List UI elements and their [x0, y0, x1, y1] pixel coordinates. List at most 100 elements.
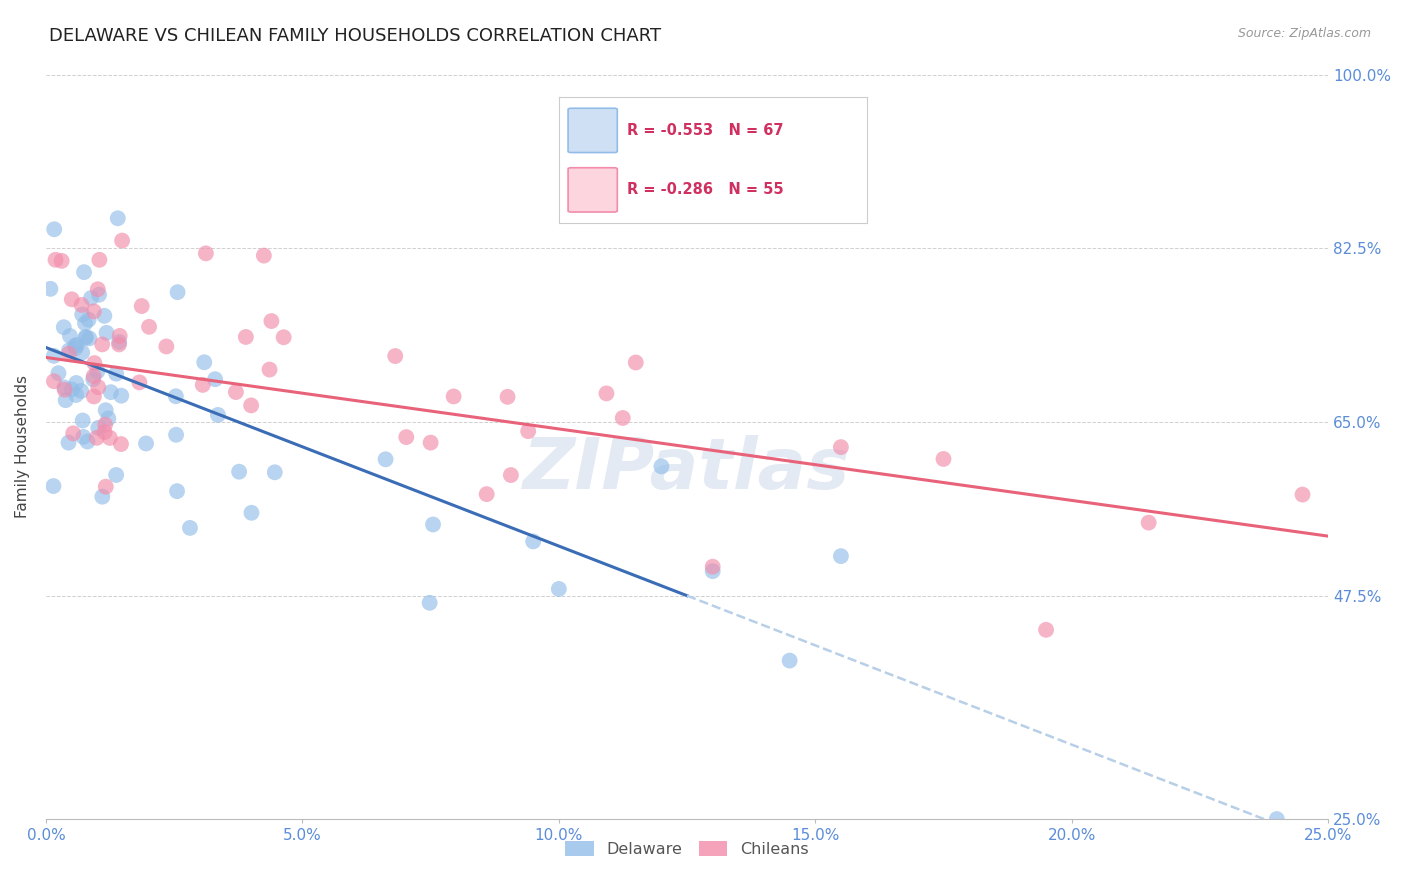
Point	[624, 355, 647, 369]
Point	[97, 411, 120, 425]
Point	[83, 369, 105, 384]
Point	[65, 341, 87, 355]
Point	[395, 430, 418, 444]
Point	[94, 480, 117, 494]
Y-axis label: Family Households: Family Households	[15, 376, 30, 518]
Point	[165, 427, 187, 442]
Point	[830, 440, 852, 454]
Point	[422, 517, 444, 532]
Point	[93, 425, 115, 439]
Point	[702, 559, 724, 574]
Point	[52, 320, 75, 334]
Point	[111, 234, 134, 248]
Point	[89, 252, 111, 267]
Point	[131, 299, 153, 313]
Point	[235, 330, 257, 344]
Point	[73, 265, 96, 279]
Point	[166, 484, 188, 499]
Point	[51, 253, 73, 268]
Point	[193, 355, 215, 369]
Point	[63, 339, 86, 353]
Point	[110, 437, 132, 451]
Text: DELAWARE VS CHILEAN FAMILY HOUSEHOLDS CORRELATION CHART: DELAWARE VS CHILEAN FAMILY HOUSEHOLDS CO…	[49, 27, 661, 45]
Point	[75, 331, 97, 345]
Point	[58, 343, 80, 358]
Point	[44, 252, 66, 267]
Text: ZIPatlas: ZIPatlas	[523, 434, 851, 504]
Point	[58, 347, 80, 361]
Point	[419, 435, 441, 450]
Point	[547, 582, 569, 596]
Point	[595, 386, 617, 401]
Point	[91, 490, 114, 504]
Point	[135, 436, 157, 450]
Point	[82, 372, 104, 386]
Point	[48, 366, 70, 380]
Point	[225, 385, 247, 400]
Point	[108, 337, 131, 351]
Point	[443, 389, 465, 403]
Point	[59, 329, 82, 343]
Point	[87, 287, 110, 301]
Point	[259, 362, 281, 376]
Point	[932, 452, 955, 467]
Point	[42, 349, 65, 363]
Point	[517, 424, 540, 438]
Point	[42, 479, 65, 493]
Point	[107, 211, 129, 226]
Point	[70, 308, 93, 322]
Point	[138, 319, 160, 334]
Point	[86, 431, 108, 445]
Point	[105, 367, 128, 381]
Point	[91, 337, 114, 351]
Point	[87, 421, 110, 435]
Point	[1137, 516, 1160, 530]
Point	[70, 384, 93, 398]
Point	[1291, 487, 1313, 501]
Point	[650, 459, 672, 474]
Point	[42, 374, 65, 388]
Point	[522, 534, 544, 549]
Point	[374, 452, 396, 467]
Point	[165, 389, 187, 403]
Point	[86, 364, 108, 378]
Point	[612, 411, 634, 425]
Point	[70, 298, 93, 312]
Point	[273, 330, 295, 344]
Point	[94, 417, 117, 432]
Point	[72, 413, 94, 427]
Point	[419, 596, 441, 610]
Point	[66, 338, 89, 352]
Text: Source: ZipAtlas.com: Source: ZipAtlas.com	[1237, 27, 1371, 40]
Point	[263, 465, 285, 479]
Point	[96, 326, 118, 340]
Point	[39, 282, 62, 296]
Point	[253, 249, 276, 263]
Point	[70, 345, 93, 359]
Point	[108, 329, 131, 343]
Point	[65, 388, 87, 402]
Point	[128, 376, 150, 390]
Point	[93, 309, 115, 323]
Point	[87, 380, 110, 394]
Point	[98, 431, 121, 445]
Point	[108, 334, 131, 349]
Point	[194, 246, 217, 260]
Point	[240, 398, 263, 412]
Point	[191, 377, 214, 392]
Point	[53, 383, 76, 397]
Point	[80, 291, 103, 305]
Point	[83, 304, 105, 318]
Point	[65, 376, 87, 390]
Point	[1035, 623, 1057, 637]
Point	[83, 356, 105, 370]
Point	[83, 389, 105, 403]
Point	[73, 316, 96, 330]
Point	[53, 380, 76, 394]
Point	[830, 549, 852, 563]
Point	[72, 430, 94, 444]
Point	[77, 312, 100, 326]
Point	[1265, 812, 1288, 826]
Point	[496, 390, 519, 404]
Point	[207, 408, 229, 422]
